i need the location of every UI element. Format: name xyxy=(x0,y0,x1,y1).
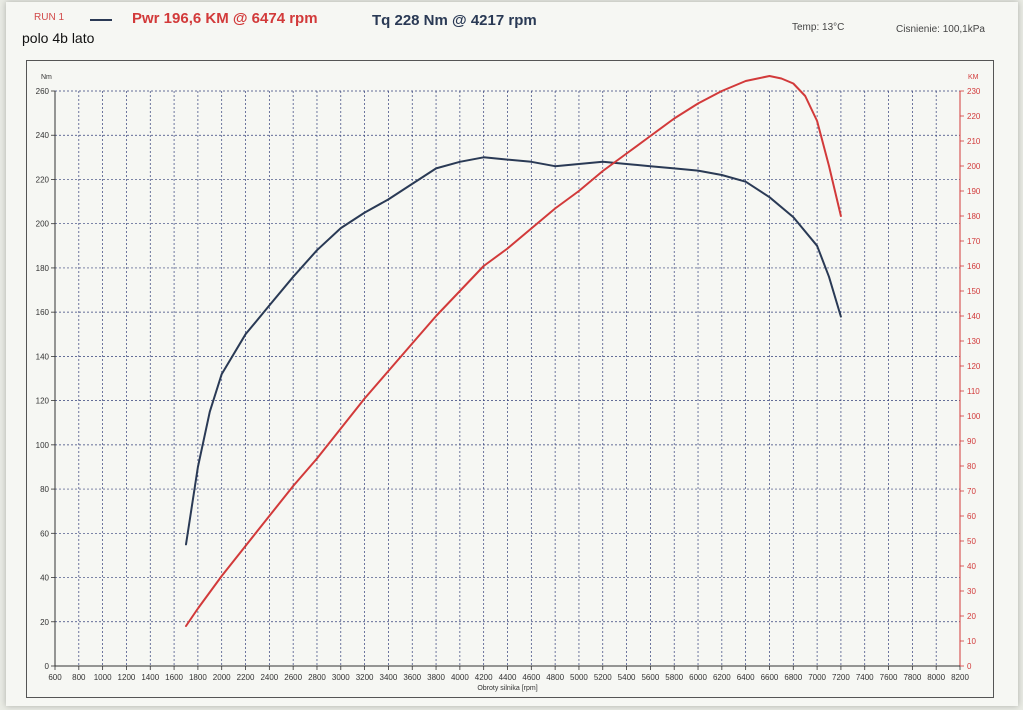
y-right-tick-label: 90 xyxy=(967,437,976,446)
x-tick-label: 5600 xyxy=(641,673,659,682)
y-left-tick-label: 100 xyxy=(36,441,50,450)
y-right-tick-label: 50 xyxy=(967,537,976,546)
dyno-chart: 600 800 1000 1200 1400 1600 1800 2000 2200 2400 26… xyxy=(36,74,981,692)
grid xyxy=(54,90,961,667)
y-right-tick-label: 70 xyxy=(967,487,976,496)
x-tick-label: 6600 xyxy=(761,673,779,682)
axes xyxy=(51,90,964,670)
x-tick-label: 800 xyxy=(72,673,86,682)
x-tick-label: 5800 xyxy=(665,673,683,682)
x-tick-label: 4000 xyxy=(451,673,469,682)
series-line-pwr xyxy=(185,75,842,627)
torque-summary: Tq 228 Nm @ 4217 rpm xyxy=(372,12,537,29)
y-right-tick-label: 180 xyxy=(967,212,981,221)
x-tick-label: 1200 xyxy=(118,673,136,682)
x-tick-label: 2600 xyxy=(284,673,302,682)
labels: 600 800 1000 1200 1400 1600 1800 2000 2200 2400 26… xyxy=(36,74,981,692)
y-right-tick-label: 200 xyxy=(967,162,981,171)
y-right-tick-label: 100 xyxy=(967,412,981,421)
x-tick-label: 3200 xyxy=(356,673,374,682)
x-tick-label: 5200 xyxy=(594,673,612,682)
x-tick-label: 2000 xyxy=(213,673,231,682)
power-summary: Pwr 196,6 KM @ 6474 rpm xyxy=(132,10,318,27)
x-axis-title: Obroty silnika [rpm] xyxy=(477,685,537,692)
chart-frame: 600 800 1000 1200 1400 1600 1800 2000 2200 2400 26… xyxy=(26,60,994,698)
x-tick-label: 2800 xyxy=(308,673,326,682)
pressure-readout: Cisnienie: 100,1kPa xyxy=(896,24,985,35)
y-right-tick-label: 130 xyxy=(967,337,981,346)
series xyxy=(185,75,842,627)
y-right-tick-label: 10 xyxy=(967,637,976,646)
y-right-tick-label: 140 xyxy=(967,312,981,321)
y-right-tick-label: 230 xyxy=(967,87,981,96)
x-tick-label: 2400 xyxy=(260,673,278,682)
y-right-tick-label: 150 xyxy=(967,287,981,296)
y-left-tick-label: 60 xyxy=(40,529,49,538)
y-left-axis-title: Nm xyxy=(41,74,52,81)
x-tick-label: 3400 xyxy=(380,673,398,682)
x-tick-label: 7200 xyxy=(832,673,850,682)
y-right-tick-label: 40 xyxy=(967,562,976,571)
x-tick-label: 5400 xyxy=(618,673,636,682)
y-right-tick-label: 120 xyxy=(967,362,981,371)
x-tick-label: 7000 xyxy=(808,673,826,682)
dyno-sheet: RUN 1 Pwr 196,6 KM @ 6474 rpm Tq 228 Nm … xyxy=(6,2,1018,706)
y-right-tick-label: 220 xyxy=(967,112,981,121)
x-tick-label: 1000 xyxy=(94,673,112,682)
series-line-tq xyxy=(185,156,842,546)
x-tick-label: 6000 xyxy=(689,673,707,682)
y-left-tick-label: 40 xyxy=(40,574,49,583)
x-tick-label: 7800 xyxy=(903,673,921,682)
x-tick-label: 3000 xyxy=(332,673,350,682)
y-left-tick-label: 80 xyxy=(40,485,49,494)
x-tick-label: 1800 xyxy=(189,673,207,682)
run-label: RUN 1 xyxy=(34,12,65,23)
y-right-tick-label: 110 xyxy=(967,387,980,396)
y-left-tick-label: 260 xyxy=(36,87,50,96)
y-left-tick-label: 120 xyxy=(36,397,50,406)
x-tick-label: 8200 xyxy=(951,673,969,682)
y-left-tick-label: 180 xyxy=(36,264,50,273)
x-tick-label: 7400 xyxy=(856,673,874,682)
x-tick-label: 6400 xyxy=(737,673,755,682)
y-right-tick-label: 80 xyxy=(967,462,976,471)
x-tick-label: 600 xyxy=(48,673,62,682)
y-left-tick-label: 220 xyxy=(36,175,50,184)
y-right-tick-label: 210 xyxy=(967,137,981,146)
x-tick-label: 4800 xyxy=(546,673,564,682)
x-tick-label: 3600 xyxy=(403,673,421,682)
x-tick-label: 4600 xyxy=(522,673,540,682)
y-left-tick-label: 140 xyxy=(36,352,50,361)
x-tick-label: 6200 xyxy=(713,673,731,682)
y-right-tick-label: 190 xyxy=(967,187,981,196)
y-left-tick-label: 20 xyxy=(40,618,49,627)
y-right-tick-label: 0 xyxy=(967,662,972,671)
temperature-readout: Temp: 13°C xyxy=(792,22,845,33)
y-left-tick-label: 160 xyxy=(36,308,50,317)
x-tick-label: 7600 xyxy=(880,673,898,682)
y-left-tick-label: 200 xyxy=(36,220,50,229)
y-left-tick-label: 0 xyxy=(45,662,50,671)
x-tick-label: 4200 xyxy=(475,673,493,682)
x-tick-label: 4400 xyxy=(499,673,517,682)
y-right-axis-title: KM xyxy=(968,74,979,81)
x-tick-label: 5000 xyxy=(570,673,588,682)
y-left-tick-label: 240 xyxy=(36,131,50,140)
x-tick-label: 6800 xyxy=(784,673,802,682)
vehicle-name: polo 4b lato xyxy=(22,30,95,46)
x-tick-label: 1400 xyxy=(141,673,159,682)
run-legend-line xyxy=(90,19,112,21)
x-tick-label: 1600 xyxy=(165,673,183,682)
y-right-tick-label: 60 xyxy=(967,512,976,521)
y-right-tick-label: 30 xyxy=(967,587,976,596)
y-right-tick-label: 160 xyxy=(967,262,981,271)
x-tick-label: 2200 xyxy=(237,673,255,682)
y-right-tick-label: 170 xyxy=(967,237,981,246)
y-right-tick-label: 20 xyxy=(967,612,976,621)
x-tick-label: 3800 xyxy=(427,673,445,682)
x-tick-label: 8000 xyxy=(927,673,945,682)
